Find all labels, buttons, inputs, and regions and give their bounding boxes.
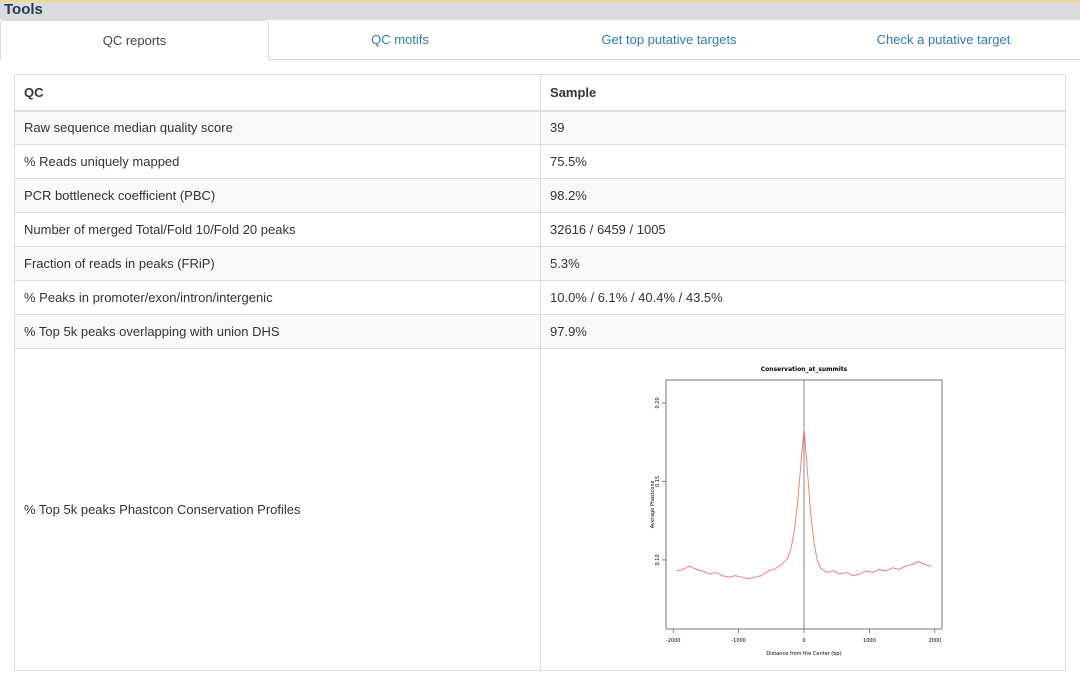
qc-label: PCR bottleneck coefficient (PBC) [14, 178, 541, 213]
sample-value: 32616 / 6459 / 1005 [540, 212, 1066, 247]
sample-value: 5.3% [540, 246, 1066, 281]
x-tick-label: 2000 [928, 638, 941, 644]
column-header: QC [14, 74, 541, 112]
table-row: Fraction of reads in peaks (FRiP) 5.3% [14, 246, 1066, 281]
qc-label: Number of merged Total/Fold 10/Fold 20 p… [14, 212, 541, 247]
table-row: Raw sequence median quality score 39 [14, 110, 1066, 145]
qc-label: Raw sequence median quality score [14, 110, 541, 145]
x-tick-label: 1000 [863, 638, 876, 644]
conservation-line [676, 427, 932, 579]
top-bar: Tools [0, 0, 1080, 20]
qc-label: % Peaks in promoter/exon/intron/intergen… [14, 280, 541, 315]
tab[interactable]: QC motifs [371, 32, 429, 47]
tab[interactable]: Check a putative target [876, 32, 1011, 47]
chart-title: Conservation_at_summits [761, 366, 848, 373]
tab-bar: QC reports QC motifs Get top putative targ… [0, 20, 1080, 61]
table-row: % Peaks in promoter/exon/intron/intergen… [14, 280, 1066, 315]
x-axis-label: Distance from the Center (bp) [766, 651, 841, 657]
y-axis-label: Average Phastcons [650, 480, 656, 528]
table-row: % Top 5k peaks Phastcon Conservation Pro… [14, 348, 1066, 671]
sample-value: 98.2% [540, 178, 1066, 213]
chart-cell: Conservation_at_summits Distance from the… [540, 348, 1066, 671]
qc-label: Fraction of reads in peaks (FRiP) [14, 246, 541, 281]
section-title: Tools [4, 1, 43, 18]
sample-value: 97.9% [540, 314, 1066, 349]
sample-value: 10.0% / 6.1% / 40.4% / 43.5% [540, 280, 1066, 315]
x-tick-label: 0 [802, 638, 805, 644]
y-tick-label: 0.10 [655, 554, 661, 565]
qc-label: % Top 5k peaks overlapping with union DH… [14, 314, 541, 349]
table-row: PCR bottleneck coefficient (PBC) 98.2% [14, 178, 1066, 213]
tab[interactable]: QC reports [0, 20, 269, 61]
table-row: % Reads uniquely mapped 75.5% [14, 144, 1066, 179]
sample-value: 39 [540, 110, 1066, 145]
qc-table: QC Sample Raw sequence median quality sco… [14, 74, 1066, 671]
chart: Conservation_at_summits Distance from the… [650, 366, 943, 657]
qc-label: % Top 5k peaks Phastcon Conservation Pro… [14, 348, 541, 671]
y-tick-label: 0.20 [655, 397, 661, 408]
table-row: % Top 5k peaks overlapping with union DH… [14, 314, 1066, 349]
y-tick-label: 0.15 [655, 475, 661, 486]
header-row: QC Sample [14, 74, 1066, 112]
column-header: Sample [540, 74, 1066, 112]
x-tick-label: -2000 [666, 638, 681, 644]
table-row: Number of merged Total/Fold 10/Fold 20 p… [14, 212, 1066, 247]
qc-label: % Reads uniquely mapped [14, 144, 541, 179]
sample-value: 75.5% [540, 144, 1066, 179]
x-tick-label: -1000 [731, 638, 746, 644]
tab[interactable]: Get top putative targets [601, 32, 737, 47]
